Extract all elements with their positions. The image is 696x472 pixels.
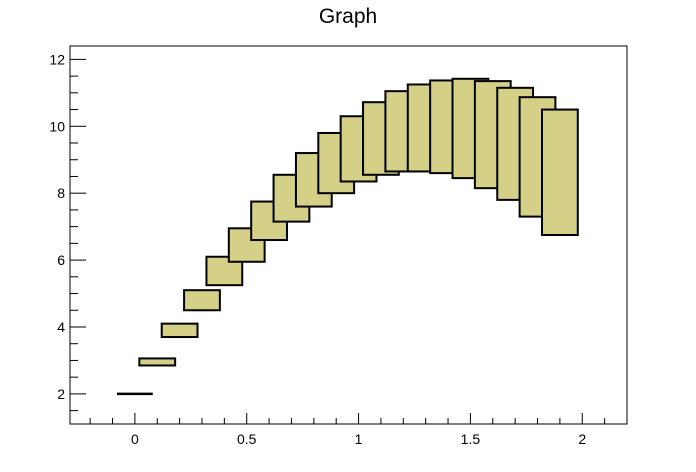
y-tick-label-3: 8: [57, 185, 65, 201]
x-axis: 0 0.5 1 1.5 2: [89, 413, 606, 447]
plot-frame: [69, 45, 628, 425]
box-mark-1: [138, 357, 177, 367]
y-tick-label-1: 4: [57, 319, 65, 335]
y-tick-label-4: 10: [49, 118, 65, 134]
box-mark-3: [183, 289, 221, 312]
x-tick-label-3: 1.5: [461, 431, 481, 447]
x-tick-label-1: 0.5: [237, 431, 257, 447]
box-series: [116, 77, 579, 396]
y-tick-label-2: 6: [57, 252, 65, 268]
chart-title: Graph: [319, 5, 377, 28]
x-tick-label-4: 2: [578, 431, 586, 447]
x-tick-label-2: 1: [355, 431, 363, 447]
y-axis: 2 4 6 8 10 12: [49, 51, 86, 412]
plot-border: [69, 45, 628, 425]
box-mark-19: [540, 108, 579, 236]
x-tick-label-0: 0: [131, 431, 139, 447]
y-tick-label-0: 2: [57, 386, 65, 402]
y-tick-label-5: 12: [49, 51, 65, 67]
box-mark-2: [160, 322, 199, 339]
